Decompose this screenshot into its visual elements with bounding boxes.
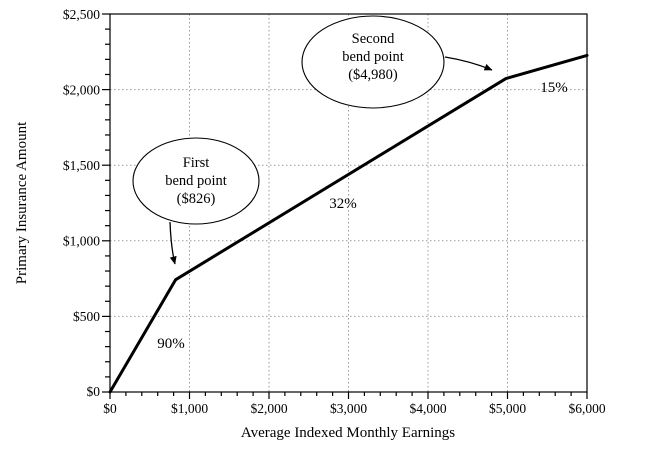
y-axis-title: Primary Insurance Amount: [14, 121, 30, 284]
rate-label-90: 90%: [157, 336, 185, 352]
rate-label-32: 32%: [329, 196, 357, 212]
first-bend-ellipse: [132, 137, 260, 225]
first-bend-text-line3: ($826): [177, 191, 216, 207]
x-axis-title: Average Indexed Monthly Earnings: [241, 425, 455, 441]
second-bend-callout: Second bend point ($4,980): [301, 15, 493, 109]
axis-ticks: [102, 13, 588, 399]
second-bend-ellipse: [301, 15, 445, 109]
second-bend-arrow: [444, 56, 493, 71]
second-bend-text-line3: ($4,980): [348, 67, 398, 83]
first-bend-text-line2: bend point: [165, 173, 227, 189]
x-tick-label-1000: $1,000: [171, 401, 208, 416]
rate-label-15: 15%: [540, 80, 568, 96]
x-tick-label-0: $0: [103, 401, 117, 416]
y-axis-tick-labels: $0 $500 $1,000 $1,500 $2,000 $2,500: [63, 7, 100, 399]
y-tick-label-0: $0: [87, 384, 101, 399]
x-axis-tick-labels: $0 $1,000 $2,000 $3,000 $4,000 $5,000 $6…: [103, 401, 606, 416]
x-tick-label-5000: $5,000: [489, 401, 526, 416]
x-tick-label-6000: $6,000: [568, 401, 605, 416]
x-tick-label-2000: $2,000: [250, 401, 287, 416]
y-tick-label-2000: $2,000: [63, 83, 100, 98]
x-tick-label-4000: $4,000: [409, 401, 446, 416]
first-bend-callout: First bend point ($826): [132, 137, 260, 265]
y-tick-label-1000: $1,000: [63, 234, 100, 249]
second-bend-text-line2: bend point: [342, 49, 404, 65]
first-bend-text-line1: First: [183, 155, 210, 171]
y-tick-label-2500: $2,500: [63, 7, 100, 22]
pia-line-series: [108, 53, 589, 394]
y-tick-label-500: $500: [73, 309, 100, 324]
second-bend-text-line1: Second: [352, 31, 395, 47]
y-tick-label-1500: $1,500: [63, 158, 100, 173]
x-tick-label-3000: $3,000: [330, 401, 367, 416]
first-bend-arrow: [169, 221, 177, 265]
